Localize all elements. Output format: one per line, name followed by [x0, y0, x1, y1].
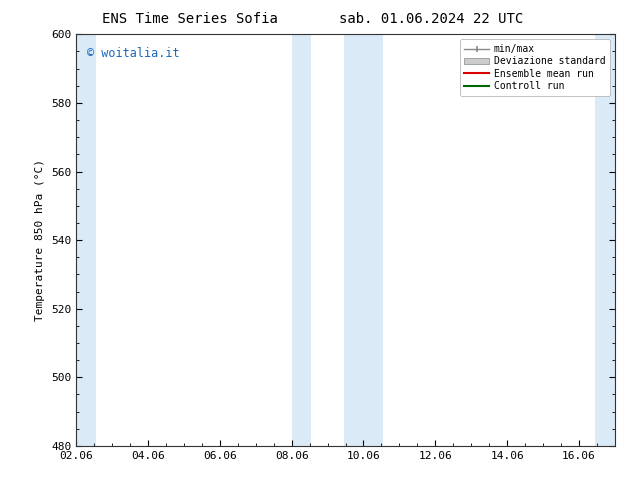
Legend: min/max, Deviazione standard, Ensemble mean run, Controll run: min/max, Deviazione standard, Ensemble m… — [460, 39, 610, 96]
Bar — [595, 34, 615, 446]
Bar — [344, 34, 383, 446]
Bar — [76, 34, 96, 446]
Text: sab. 01.06.2024 22 UTC: sab. 01.06.2024 22 UTC — [339, 12, 523, 26]
Text: ENS Time Series Sofia: ENS Time Series Sofia — [102, 12, 278, 26]
Bar — [292, 34, 311, 446]
Text: © woitalia.it: © woitalia.it — [87, 47, 179, 60]
Y-axis label: Temperature 850 hPa (°C): Temperature 850 hPa (°C) — [36, 159, 46, 321]
